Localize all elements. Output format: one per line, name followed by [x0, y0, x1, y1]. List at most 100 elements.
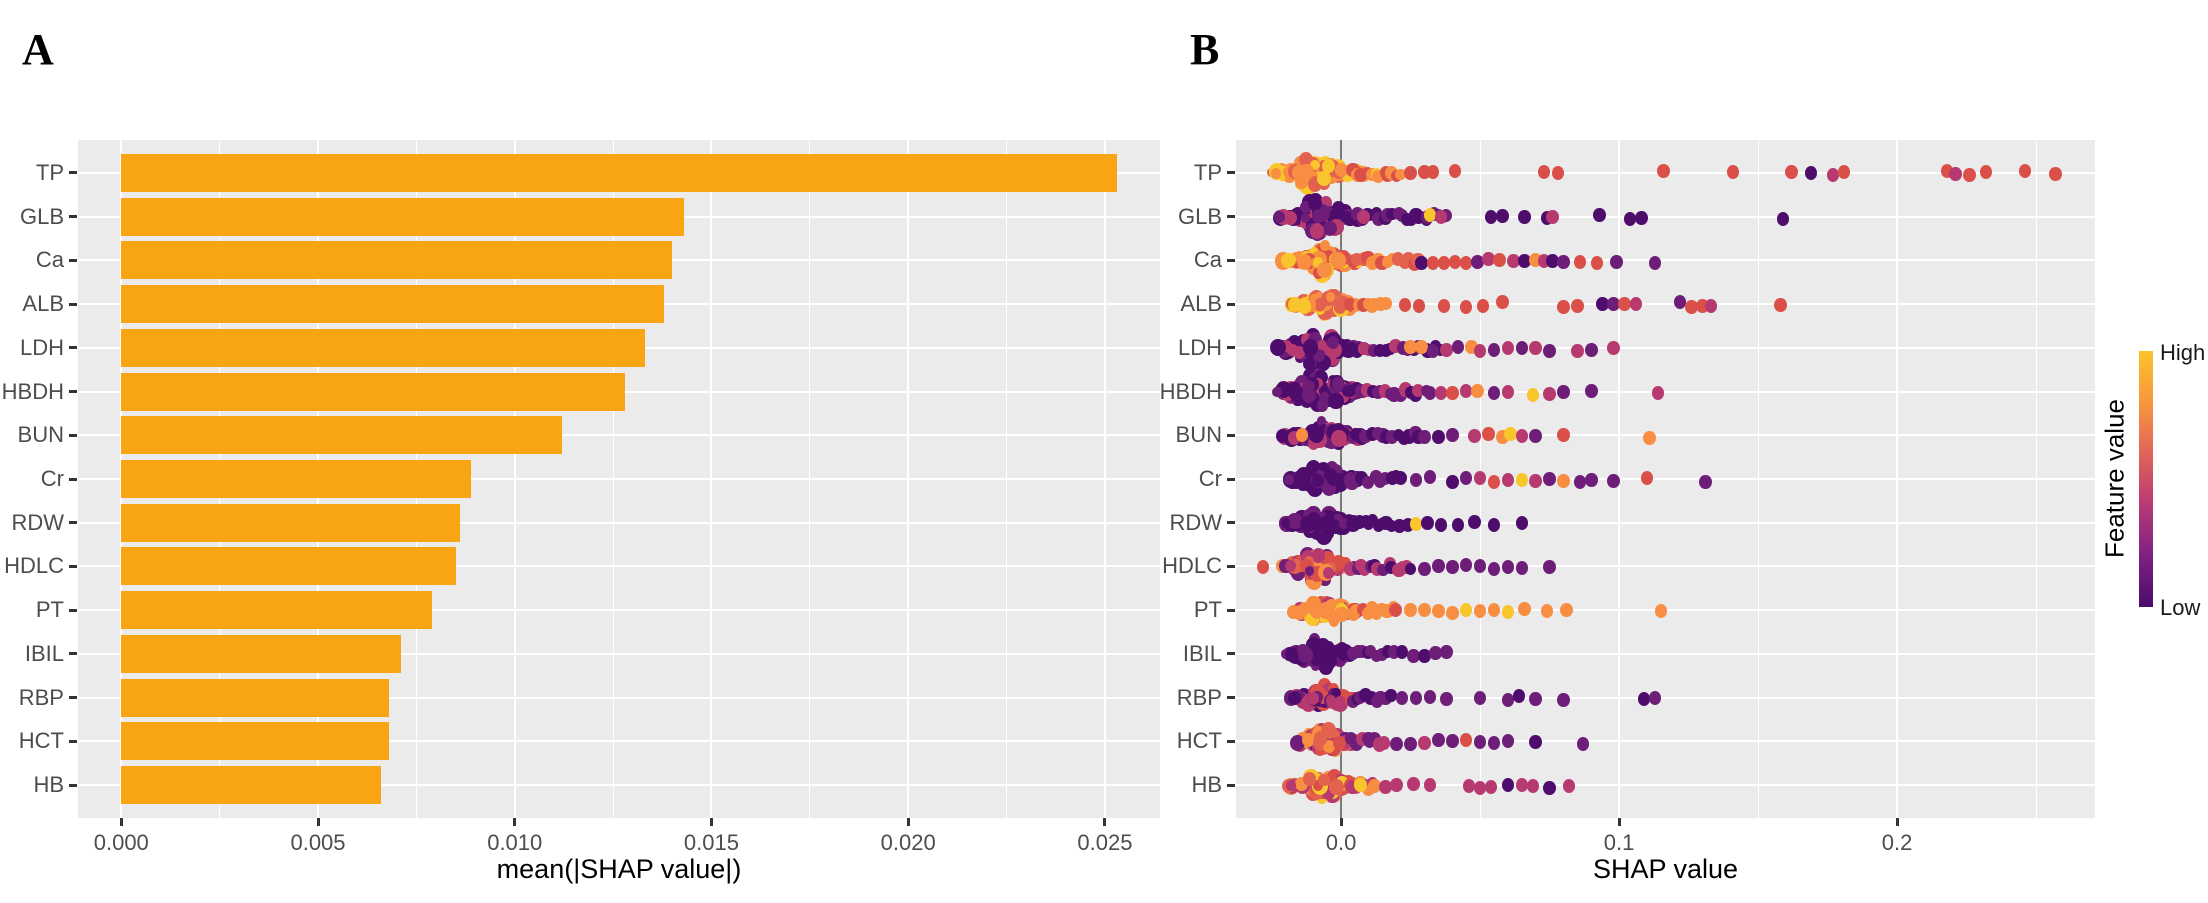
- beeswarm-dot: [1515, 472, 1529, 487]
- beeswarm-dot: [1804, 166, 1818, 181]
- panel-b-plot-area: [1236, 140, 2095, 818]
- y-tick: [1227, 564, 1235, 568]
- x-tick: [119, 818, 123, 826]
- grid-line-major: [78, 740, 1160, 743]
- grid-line-major: [1236, 784, 2095, 787]
- beeswarm-dot: [1315, 746, 1325, 757]
- beeswarm-dot: [1415, 255, 1428, 270]
- beeswarm-dot: [1409, 516, 1423, 531]
- beeswarm-dot: [1446, 428, 1459, 443]
- beeswarm-dot: [2049, 166, 2062, 181]
- y-tick: [1227, 783, 1235, 787]
- beeswarm-dot: [1337, 648, 1350, 662]
- beeswarm-dot: [1518, 253, 1531, 268]
- y-tick: [1227, 346, 1235, 350]
- beeswarm-dot: [1518, 601, 1531, 616]
- beeswarm-dot: [1507, 253, 1520, 268]
- beeswarm-dot: [1380, 296, 1393, 310]
- beeswarm-dot: [1334, 597, 1345, 609]
- y-tick: [69, 564, 77, 568]
- beeswarm-dot: [1963, 168, 1976, 183]
- beeswarm-dot: [1529, 692, 1542, 707]
- beeswarm-dot: [1673, 295, 1687, 310]
- beeswarm-dot: [1284, 474, 1295, 485]
- x-tick-label: 0.010: [487, 830, 543, 855]
- beeswarm-dot: [1543, 386, 1556, 401]
- beeswarm-dot: [1320, 722, 1336, 739]
- y-tick: [1227, 390, 1235, 394]
- beeswarm-dot: [1654, 603, 1668, 618]
- beeswarm-dot: [1629, 297, 1642, 312]
- beeswarm-dot: [1501, 384, 1515, 399]
- beeswarm-dot: [1404, 165, 1417, 180]
- grid-line-major: [1236, 259, 2095, 262]
- y-axis-label: TP: [1193, 159, 1222, 185]
- beeswarm-dot: [1386, 519, 1398, 532]
- beeswarm-dot: [1585, 383, 1598, 398]
- y-tick: [1227, 477, 1235, 481]
- y-axis-label: RDW: [1169, 509, 1222, 535]
- y-axis-label: GLB: [19, 203, 64, 229]
- beeswarm-dot: [1370, 649, 1382, 662]
- beeswarm-dot: [1459, 470, 1473, 485]
- y-axis-label: HB: [1191, 772, 1222, 798]
- beeswarm-dot: [1335, 163, 1348, 177]
- beeswarm-dot: [1339, 556, 1351, 569]
- beeswarm-dot: [1287, 512, 1303, 530]
- beeswarm-dot: [1297, 299, 1312, 315]
- y-axis-label: ALB: [1180, 291, 1222, 317]
- beeswarm-dot: [1648, 256, 1662, 271]
- beeswarm-dot: [1311, 548, 1326, 564]
- beeswarm-dot: [1274, 211, 1286, 224]
- beeswarm-dot: [1432, 603, 1445, 618]
- beeswarm-dot: [1301, 473, 1311, 484]
- grid-line-major: [1236, 521, 2095, 524]
- beeswarm-dot: [1328, 778, 1344, 795]
- beeswarm-dot: [1418, 735, 1431, 750]
- beeswarm-dot: [1426, 256, 1440, 271]
- beeswarm-dot: [1576, 736, 1590, 751]
- beeswarm-dot: [1409, 691, 1423, 706]
- beeswarm-dot: [1434, 209, 1448, 224]
- beeswarm-dot: [1381, 645, 1394, 658]
- beeswarm-dot: [1685, 300, 1698, 315]
- beeswarm-dot: [1284, 172, 1295, 183]
- y-axis-label: LDH: [1177, 334, 1222, 360]
- beeswarm-dot: [1607, 341, 1620, 356]
- beeswarm-dot: [1355, 645, 1368, 658]
- y-tick: [1227, 608, 1235, 612]
- beeswarm-dot: [1407, 777, 1420, 792]
- x-tick-label: 0.2: [1881, 830, 1913, 855]
- beeswarm-dot: [1487, 517, 1501, 532]
- beeswarm-dot: [1320, 240, 1331, 252]
- y-axis-label: PT: [35, 597, 64, 623]
- x-tick-label: 0.1: [1603, 830, 1635, 855]
- beeswarm-dot: [1482, 251, 1495, 266]
- beeswarm-dot: [1301, 732, 1315, 748]
- grid-line-major: [1236, 478, 2095, 480]
- beeswarm-dot: [1316, 399, 1329, 412]
- beeswarm-dot: [1404, 603, 1417, 618]
- beeswarm-dot: [1418, 602, 1431, 617]
- y-tick: [1227, 652, 1235, 656]
- beeswarm-dot: [1272, 386, 1283, 398]
- beeswarm-dot: [1298, 647, 1313, 663]
- beeswarm-dot: [1330, 687, 1341, 699]
- beeswarm-dot: [1473, 691, 1487, 706]
- beeswarm-dot: [1557, 384, 1570, 399]
- beeswarm-dot: [1526, 779, 1540, 794]
- grid-line-major: [78, 434, 1160, 437]
- beeswarm-dot: [1501, 777, 1515, 792]
- beeswarm-dot: [1323, 221, 1337, 237]
- beeswarm-dot: [1395, 690, 1409, 705]
- x-tick: [709, 818, 713, 826]
- beeswarm-dot: [1546, 254, 1559, 269]
- grid-line-major: [78, 696, 1160, 699]
- y-tick: [69, 215, 77, 219]
- beeswarm-dot: [1367, 344, 1380, 358]
- panel-a-plot-area: [78, 140, 1160, 818]
- y-axis-label: LDH: [19, 334, 64, 360]
- beeswarm-dot: [1448, 254, 1462, 269]
- bar-Cr: [121, 460, 472, 498]
- y-axis-label: PT: [1193, 597, 1222, 623]
